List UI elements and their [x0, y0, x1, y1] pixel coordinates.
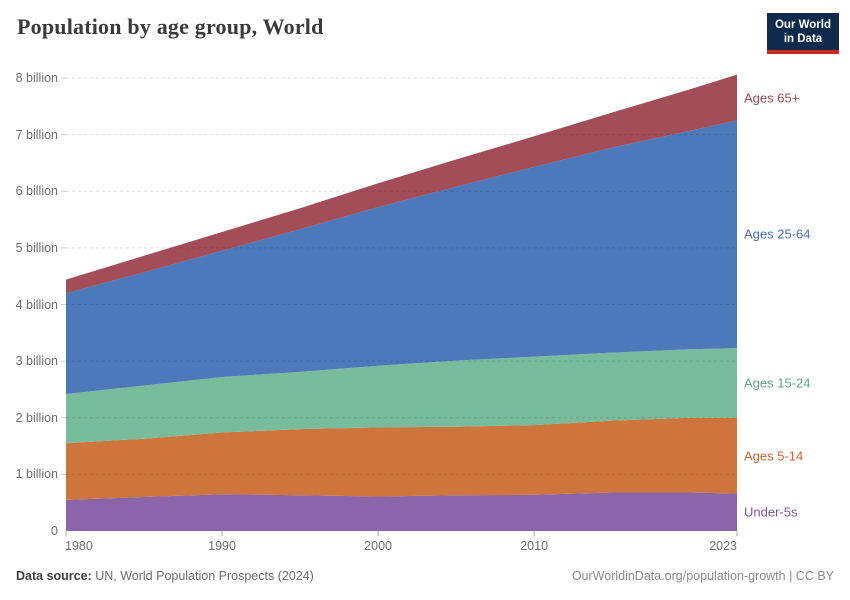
chart-footer: Data source: UN, World Population Prospe… [0, 569, 850, 589]
area-ages-25-64[interactable] [66, 120, 737, 395]
x-tick-label-1980: 1980 [65, 539, 93, 553]
y-tick-label-1: 1 billion [15, 467, 58, 482]
owid-logo-line1: Our World [774, 19, 831, 31]
data-source-value: UN, World Population Prospects (2024) [95, 569, 314, 583]
legend-label-ages-15-24[interactable]: Ages 15-24 [744, 375, 811, 391]
y-tick-label-7: 7 billion [15, 127, 58, 142]
x-tick-label-2010: 2010 [520, 539, 549, 553]
chart-title: Population by age group, World [17, 14, 324, 39]
x-tick-label-1990: 1990 [208, 539, 236, 553]
y-tick-label-6: 6 billion [15, 184, 58, 199]
area-ages-5-14[interactable] [66, 417, 737, 500]
x-tick-label-2023: 2023 [709, 539, 737, 553]
y-tick-label-3: 3 billion [15, 354, 58, 369]
data-source-label: Data source: [16, 569, 92, 583]
legend-label-under-5s[interactable]: Under-5s [744, 504, 798, 520]
legend-label-ages-65[interactable]: Ages 65+ [744, 90, 800, 106]
legend-label-ages-25-64[interactable]: Ages 25-64 [744, 226, 811, 242]
area-under-5s[interactable] [66, 492, 737, 532]
y-tick-label-5: 5 billion [15, 240, 58, 255]
area-ages-65[interactable] [66, 74, 737, 294]
owid-logo[interactable]: Our World in Data [767, 13, 839, 54]
y-tick-label-8: 8 billion [15, 71, 58, 85]
x-tick-label-2000: 2000 [364, 539, 392, 553]
legend-label-ages-5-14[interactable]: Ages 5-14 [744, 448, 804, 464]
credit-link[interactable]: OurWorldinData.org/population-growth | C… [571, 569, 834, 583]
area-ages-15-24[interactable] [66, 348, 737, 444]
data-source-note: Data source: UN, World Population Prospe… [16, 569, 314, 583]
y-tick-label-0: 0 [51, 524, 58, 538]
y-tick-label-4: 4 billion [15, 297, 58, 312]
owid-logo-line2: in Data [783, 33, 823, 45]
y-tick-label-2: 2 billion [15, 410, 58, 425]
